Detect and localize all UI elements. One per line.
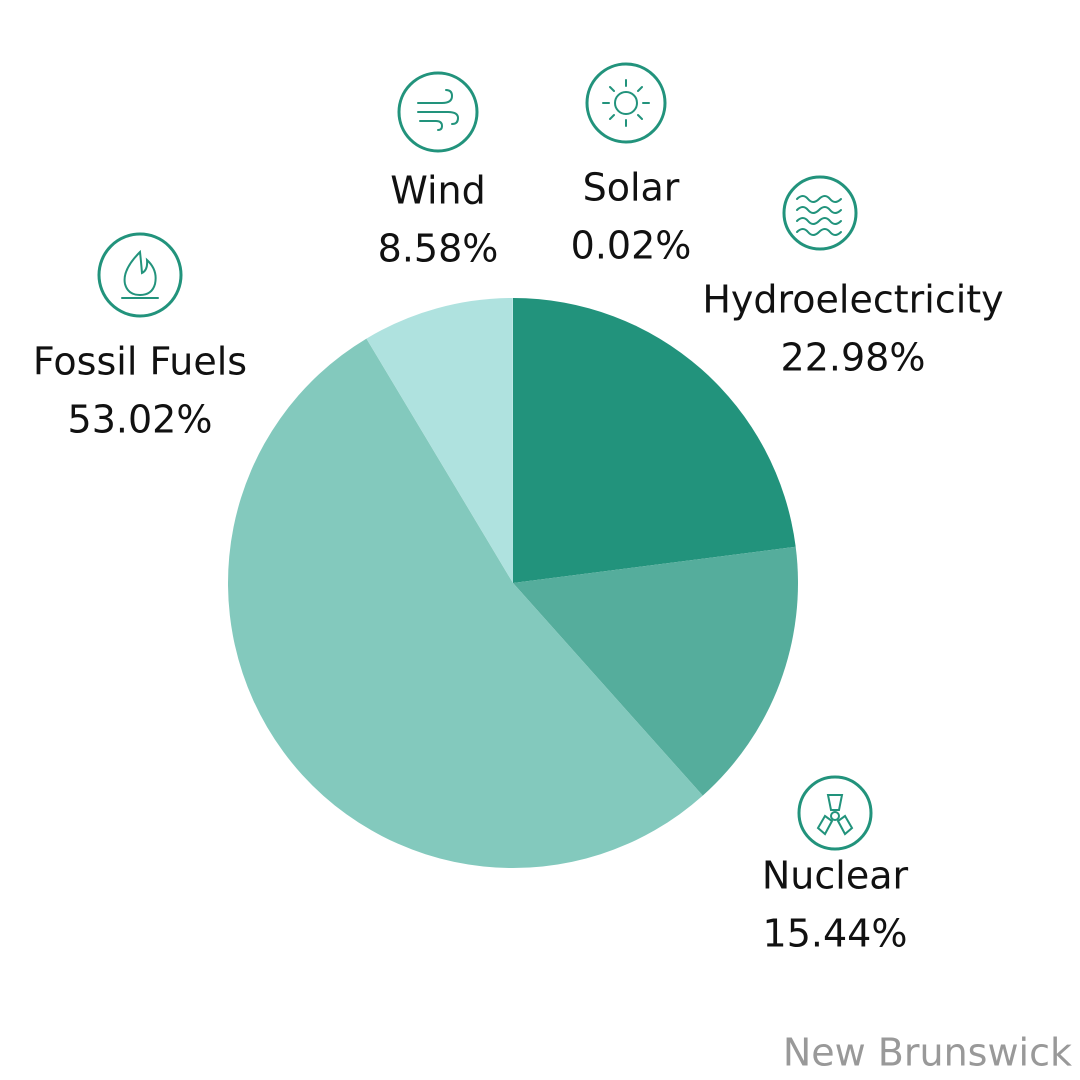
nuclear-icon [797,775,873,851]
fossil-icon [97,232,183,318]
pie-slice [513,546,798,796]
slice-value: 22.98% [781,336,926,380]
slice-value: 53.02% [68,398,213,442]
slice-label: Solar [583,166,680,210]
slice-value: 8.58% [378,227,499,271]
wind-icon [397,71,479,153]
slice-label: Nuclear [762,854,909,898]
caption: New Brunswick [783,1031,1072,1075]
slice-label: Wind [390,169,486,213]
slice-label: Fossil Fuels [33,340,247,384]
hydro-icon [782,175,858,251]
pie-slice [513,298,796,583]
pie-slice [228,338,703,868]
solar-icon [585,62,667,144]
slice-label: Hydroelectricity [702,278,1003,322]
slice-value: 15.44% [763,912,908,956]
slice-value: 0.02% [571,224,692,268]
pie-slice [366,298,513,583]
